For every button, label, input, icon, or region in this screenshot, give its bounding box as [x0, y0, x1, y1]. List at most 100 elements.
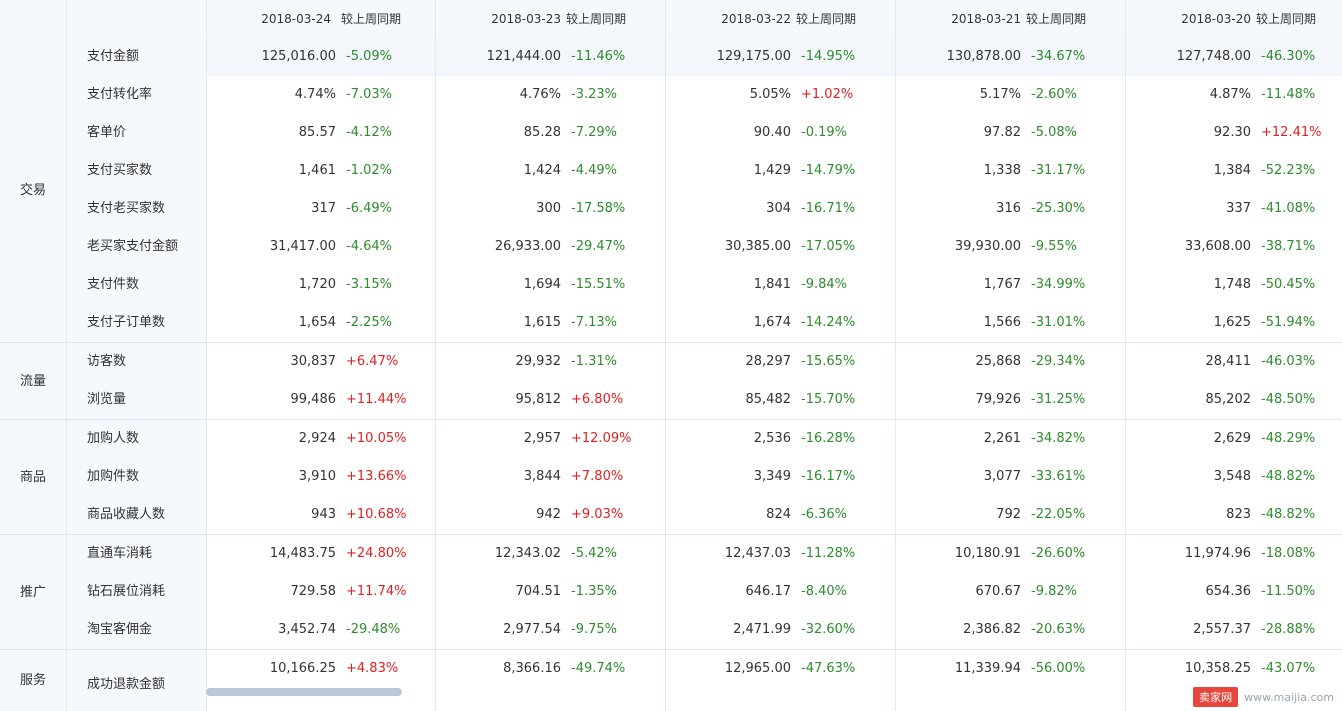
column-date: 2018-03-22: [721, 12, 791, 26]
metric-value: 337: [1226, 201, 1251, 216]
metric-value: 1,384: [1213, 163, 1251, 178]
change-value: +11.74%: [346, 584, 407, 599]
metric-value: 97.82: [983, 125, 1021, 140]
metric-value: 1,694: [523, 277, 561, 292]
group-divider: [0, 649, 1342, 650]
metric-value: 121,444.00: [486, 49, 561, 64]
column-compare-label: 较上周同期: [1026, 12, 1087, 26]
change-value: -31.25%: [1031, 392, 1086, 407]
metric-value: 11,339.94: [954, 661, 1021, 676]
metric-label: 成功退款金额: [87, 677, 166, 692]
change-value: +24.80%: [346, 546, 407, 561]
change-value: -20.63%: [1031, 622, 1086, 637]
metric-value: 85.28: [523, 125, 561, 140]
metric-value: 3,548: [1213, 469, 1251, 484]
metric-label: 支付转化率: [87, 87, 153, 102]
change-value: -1.35%: [571, 584, 617, 599]
metric-value: 2,261: [983, 431, 1021, 446]
change-value: -7.13%: [571, 315, 617, 330]
change-value: -50.45%: [1261, 277, 1316, 292]
change-value: -32.60%: [801, 622, 856, 637]
watermark: 卖家网 www.maijia.com: [1193, 687, 1334, 707]
change-value: -56.00%: [1031, 661, 1086, 676]
change-value: -8.40%: [801, 584, 847, 599]
metric-value: 12,437.03: [724, 546, 791, 561]
change-value: +12.09%: [571, 431, 632, 446]
metric-value: 10,358.25: [1184, 661, 1251, 676]
change-value: -14.24%: [801, 315, 856, 330]
metric-value: 1,720: [298, 277, 336, 292]
metric-value: 3,452.74: [278, 622, 336, 637]
change-value: -33.61%: [1031, 469, 1086, 484]
metric-value: 1,654: [298, 315, 336, 330]
metric-value: 1,338: [983, 163, 1021, 178]
metric-value: 2,629: [1213, 431, 1251, 446]
change-value: -11.48%: [1261, 87, 1316, 102]
metric-label: 支付买家数: [87, 163, 153, 178]
change-value: -3.15%: [346, 277, 392, 292]
change-value: -47.63%: [801, 661, 856, 676]
change-value: -1.31%: [571, 354, 617, 369]
metric-label: 钻石展位消耗: [87, 584, 166, 599]
change-value: -4.49%: [571, 163, 617, 178]
change-value: -52.23%: [1261, 163, 1316, 178]
change-value: +11.44%: [346, 392, 407, 407]
metric-value: 824: [766, 507, 791, 522]
metric-value: 670.67: [975, 584, 1022, 599]
metric-value: 125,016.00: [261, 49, 336, 64]
metric-value: 85,482: [745, 392, 792, 407]
change-value: +7.80%: [571, 469, 624, 484]
change-value: -9.84%: [801, 277, 847, 292]
change-value: -48.82%: [1261, 469, 1316, 484]
metric-value: 1,674: [753, 315, 791, 330]
metric-value: 1,615: [523, 315, 561, 330]
metric-label: 加购人数: [87, 431, 140, 446]
metric-value: 127,748.00: [1176, 49, 1251, 64]
metric-value: 1,424: [523, 163, 561, 178]
metric-value: 11,974.96: [1184, 546, 1251, 561]
change-value: -9.82%: [1031, 584, 1077, 599]
change-value: +13.66%: [346, 469, 407, 484]
category-label: 交易: [19, 183, 46, 198]
metric-value: 28,297: [745, 354, 792, 369]
metric-label: 支付老买家数: [87, 201, 166, 216]
change-value: -0.19%: [801, 125, 847, 140]
column-date: 2018-03-23: [491, 12, 561, 26]
change-value: -15.51%: [571, 277, 626, 292]
change-value: -4.64%: [346, 239, 392, 254]
change-value: -4.12%: [346, 125, 392, 140]
change-value: -49.74%: [571, 661, 626, 676]
change-value: -7.29%: [571, 125, 617, 140]
change-value: -48.82%: [1261, 507, 1316, 522]
change-value: -6.36%: [801, 507, 847, 522]
horizontal-scrollbar[interactable]: [206, 688, 402, 696]
metric-label: 支付金额: [87, 49, 140, 64]
metric-value: 1,841: [753, 277, 791, 292]
column-divider: [1125, 0, 1126, 711]
change-value: -29.48%: [346, 622, 401, 637]
change-value: -31.17%: [1031, 163, 1086, 178]
change-value: -41.08%: [1261, 201, 1316, 216]
metric-value: 8,366.16: [503, 661, 561, 676]
change-value: +12.41%: [1261, 125, 1322, 140]
metric-value: 4.74%: [294, 87, 336, 102]
metric-label: 支付件数: [87, 277, 140, 292]
change-value: +10.05%: [346, 431, 407, 446]
change-value: -14.95%: [801, 49, 856, 64]
metric-value: 4.76%: [519, 87, 561, 102]
column-divider: [665, 0, 666, 711]
metric-label: 直通车消耗: [87, 546, 153, 561]
metric-value: 130,878.00: [946, 49, 1021, 64]
metric-value: 3,077: [983, 469, 1021, 484]
metric-value: 704.51: [515, 584, 562, 599]
metric-value: 10,180.91: [954, 546, 1021, 561]
group-divider: [0, 534, 1342, 535]
change-value: -34.99%: [1031, 277, 1086, 292]
change-value: -51.94%: [1261, 315, 1316, 330]
metric-value: 943: [311, 507, 336, 522]
watermark-logo: 卖家网: [1193, 687, 1239, 707]
metric-value: 3,349: [753, 469, 791, 484]
metric-value: 1,625: [1213, 315, 1251, 330]
column-compare-label: 较上周同期: [796, 12, 857, 26]
